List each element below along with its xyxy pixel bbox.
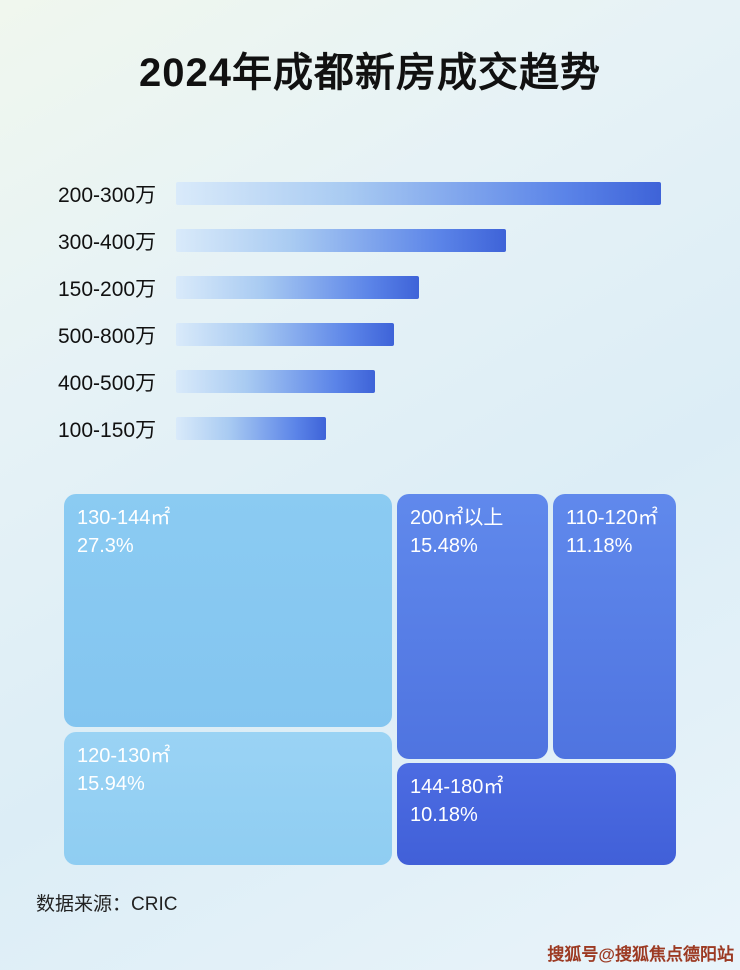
treemap-block-percent: 15.94% — [77, 773, 145, 795]
bar-fill — [176, 276, 419, 299]
treemap-block-120-130: 120-130㎡ 15.94% — [64, 732, 392, 865]
watermark-text: 搜狐号@搜狐焦点德阳站 — [547, 945, 734, 964]
treemap-block-label: 110-120㎡ — [566, 507, 658, 529]
treemap-block-130-144: 130-144㎡ 27.3% — [64, 494, 392, 727]
treemap-block-label: 130-144㎡ — [77, 507, 171, 529]
bar-label: 400-500万 — [58, 371, 157, 395]
bar-label: 300-400万 — [58, 230, 157, 254]
bar-track — [176, 182, 661, 205]
bar-track — [176, 370, 661, 393]
bar-track — [176, 323, 661, 346]
bar-row: 100-150万 — [58, 417, 740, 442]
treemap-block-percent: 27.3% — [77, 535, 134, 557]
bar-row: 500-800万 — [58, 323, 740, 348]
treemap-block-200-plus: 200㎡以上 15.48% — [397, 494, 548, 759]
page-title: 2024年成都新房成交趋势 — [139, 51, 601, 95]
treemap-block-144-180: 144-180㎡ 10.18% — [397, 763, 676, 865]
bar-fill — [176, 370, 375, 393]
bar-track — [176, 229, 661, 252]
bar-fill — [176, 417, 327, 440]
bar-label: 500-800万 — [58, 324, 157, 348]
area-share-treemap: 130-144㎡ 27.3% 200㎡以上 15.48% 110-120㎡ 11… — [64, 494, 676, 865]
bar-fill — [176, 182, 661, 205]
treemap-block-percent: 10.18% — [410, 804, 478, 826]
bar-fill — [176, 323, 395, 346]
treemap-block-label: 144-180㎡ — [410, 776, 504, 798]
treemap-block-label: 200㎡以上 — [410, 507, 504, 529]
bar-label: 200-300万 — [58, 183, 157, 207]
bar-row: 200-300万 — [58, 182, 740, 207]
treemap-block-percent: 11.18% — [566, 535, 633, 557]
bar-track — [176, 417, 661, 440]
bar-label: 100-150万 — [58, 418, 157, 442]
treemap-block-110-120: 110-120㎡ 11.18% — [553, 494, 676, 759]
treemap-block-label: 120-130㎡ — [77, 745, 171, 767]
data-source-note: 数据来源：CRIC — [36, 894, 178, 915]
bar-label: 150-200万 — [58, 277, 157, 301]
bar-row: 400-500万 — [58, 370, 740, 395]
bar-row: 300-400万 — [58, 229, 740, 254]
bar-track — [176, 276, 661, 299]
price-range-bar-chart: 200-300万 300-400万 150-200万 500-800万 400-… — [58, 182, 740, 442]
treemap-block-percent: 15.48% — [410, 535, 478, 557]
bar-row: 150-200万 — [58, 276, 740, 301]
bar-fill — [176, 229, 506, 252]
